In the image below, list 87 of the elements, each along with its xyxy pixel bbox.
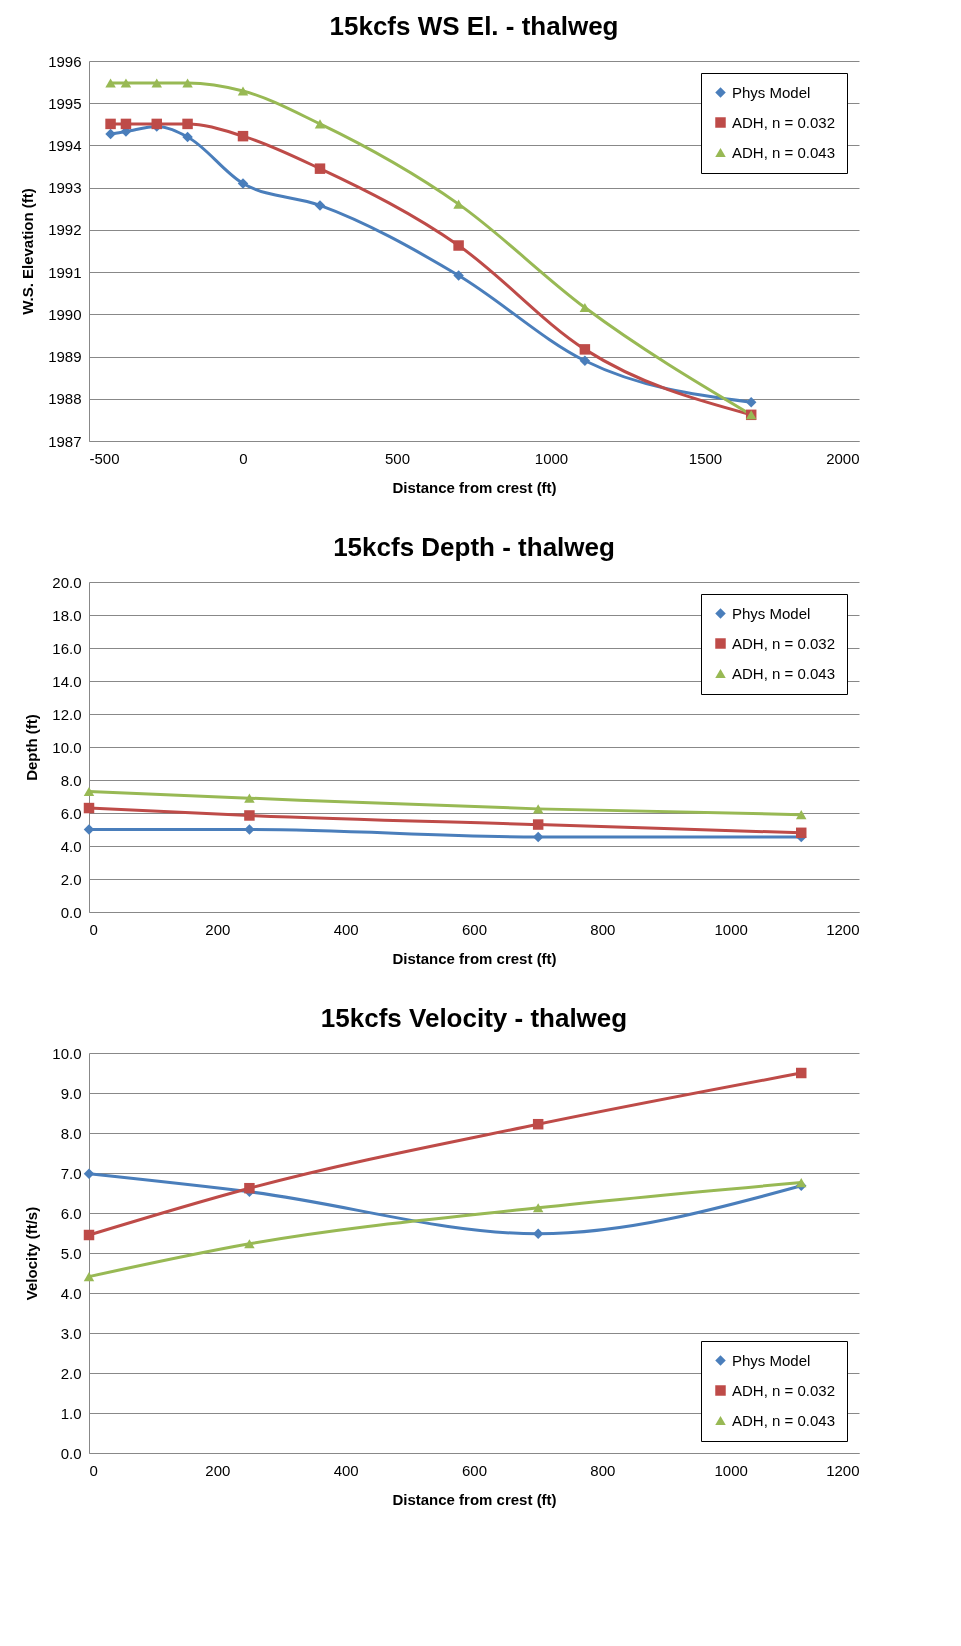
x-tick-label: 1000 [714,920,748,938]
y-tick-label: 0.0 [60,1444,82,1462]
y-tick-label: 8.0 [60,1124,82,1142]
point [796,1178,807,1188]
x-tick-label: 500 [384,449,411,467]
legend-label: ADH, n = 0.043 [732,143,835,161]
legend-label: ADH, n = 0.043 [732,1411,835,1429]
point [83,787,95,797]
y-tick-label: 1988 [48,390,82,408]
point [796,1067,807,1079]
y-tick-label: 12.0 [52,705,82,723]
x-tick-label: 0 [89,1461,98,1479]
y-tick-label: 5.0 [60,1244,82,1262]
y-axis-title: Velocity (ft/s) [23,1206,41,1301]
x-axis-title: Distance from crest (ft) [392,1490,557,1508]
point [244,810,255,821]
y-tick-label: 3.0 [60,1324,82,1342]
point [532,819,544,830]
point [244,1239,255,1249]
y-tick-label: 1992 [48,221,82,239]
x-tick-label: -500 [89,449,120,467]
x-tick-label: 400 [333,1461,359,1479]
x-tick-label: 600 [461,920,488,938]
y-tick-label: 1993 [48,179,82,197]
y-tick-label: 10.0 [52,1044,82,1062]
legend-label: ADH, n = 0.032 [732,634,835,652]
point [83,1168,95,1180]
y-tick-label: 4.0 [60,837,82,855]
x-tick-label: 200 [205,1461,231,1479]
x-axis-title: Distance from crest (ft) [392,949,557,967]
legend-label: ADH, n = 0.043 [732,664,835,682]
x-tick-label: 800 [590,1461,616,1479]
y-tick-label: 20.0 [52,573,82,591]
point [796,827,807,839]
y-tick-label: 1995 [48,94,82,112]
y-tick-label: 14.0 [52,672,82,690]
point [532,804,544,814]
y-tick-label: 1994 [48,136,82,154]
y-tick-label: 1996 [48,52,82,70]
x-tick-label: 400 [333,920,359,938]
x-tick-label: 0 [89,920,98,938]
point [796,810,807,820]
y-tick-label: 2.0 [60,1364,82,1382]
y-tick-label: 4.0 [60,1284,82,1302]
y-tick-label: 8.0 [60,771,82,789]
point [532,1118,544,1130]
x-tick-label: 1200 [826,1461,860,1479]
x-tick-label: 1200 [826,920,860,938]
x-tick-label: 600 [461,1461,488,1479]
x-tick-label: 1500 [688,449,723,467]
chart-title: 15kcfs Velocity - thalweg [320,1003,628,1033]
y-tick-label: 1.0 [60,1404,82,1422]
y-tick-label: 7.0 [60,1164,82,1182]
x-tick-label: 200 [205,920,231,938]
y-tick-label: 18.0 [52,606,82,624]
point [244,793,255,803]
chart-title: 15kcfs Depth - thalweg [333,532,615,562]
x-tick-label: 1000 [534,449,569,467]
y-tick-label: 1991 [48,263,82,281]
x-axis-title: Distance from crest (ft) [392,478,557,496]
legend-label: Phys Model [732,1351,811,1369]
x-tick-label: 0 [239,449,248,467]
y-tick-label: 10.0 [52,738,82,756]
point [83,802,95,814]
y-tick-label: 0.0 [60,903,82,921]
y-tick-label: 9.0 [60,1084,82,1102]
y-tick-label: 6.0 [60,1204,82,1222]
y-tick-label: 2.0 [60,870,82,888]
legend-label: ADH, n = 0.032 [732,113,835,131]
legend-label: Phys Model [732,604,811,622]
y-tick-label: 1989 [48,348,82,366]
x-tick-label: 800 [590,920,616,938]
y-tick-label: 16.0 [52,639,82,657]
x-tick-label: 1000 [714,1461,748,1479]
x-tick-label: 2000 [826,449,860,467]
legend-label: ADH, n = 0.032 [732,1381,835,1399]
point [83,1229,95,1241]
point [83,1272,95,1282]
point [532,1203,544,1213]
y-tick-label: 1987 [48,432,82,450]
chart-title: 15kcfs WS El. - thalweg [329,11,619,41]
point [244,1182,255,1194]
y-axis-title: Depth (ft) [23,714,41,781]
y-tick-label: 6.0 [60,804,82,822]
y-tick-label: 1990 [48,305,82,323]
y-axis-title: W.S. Elevation (ft) [19,188,37,315]
legend-label: Phys Model [732,83,811,101]
